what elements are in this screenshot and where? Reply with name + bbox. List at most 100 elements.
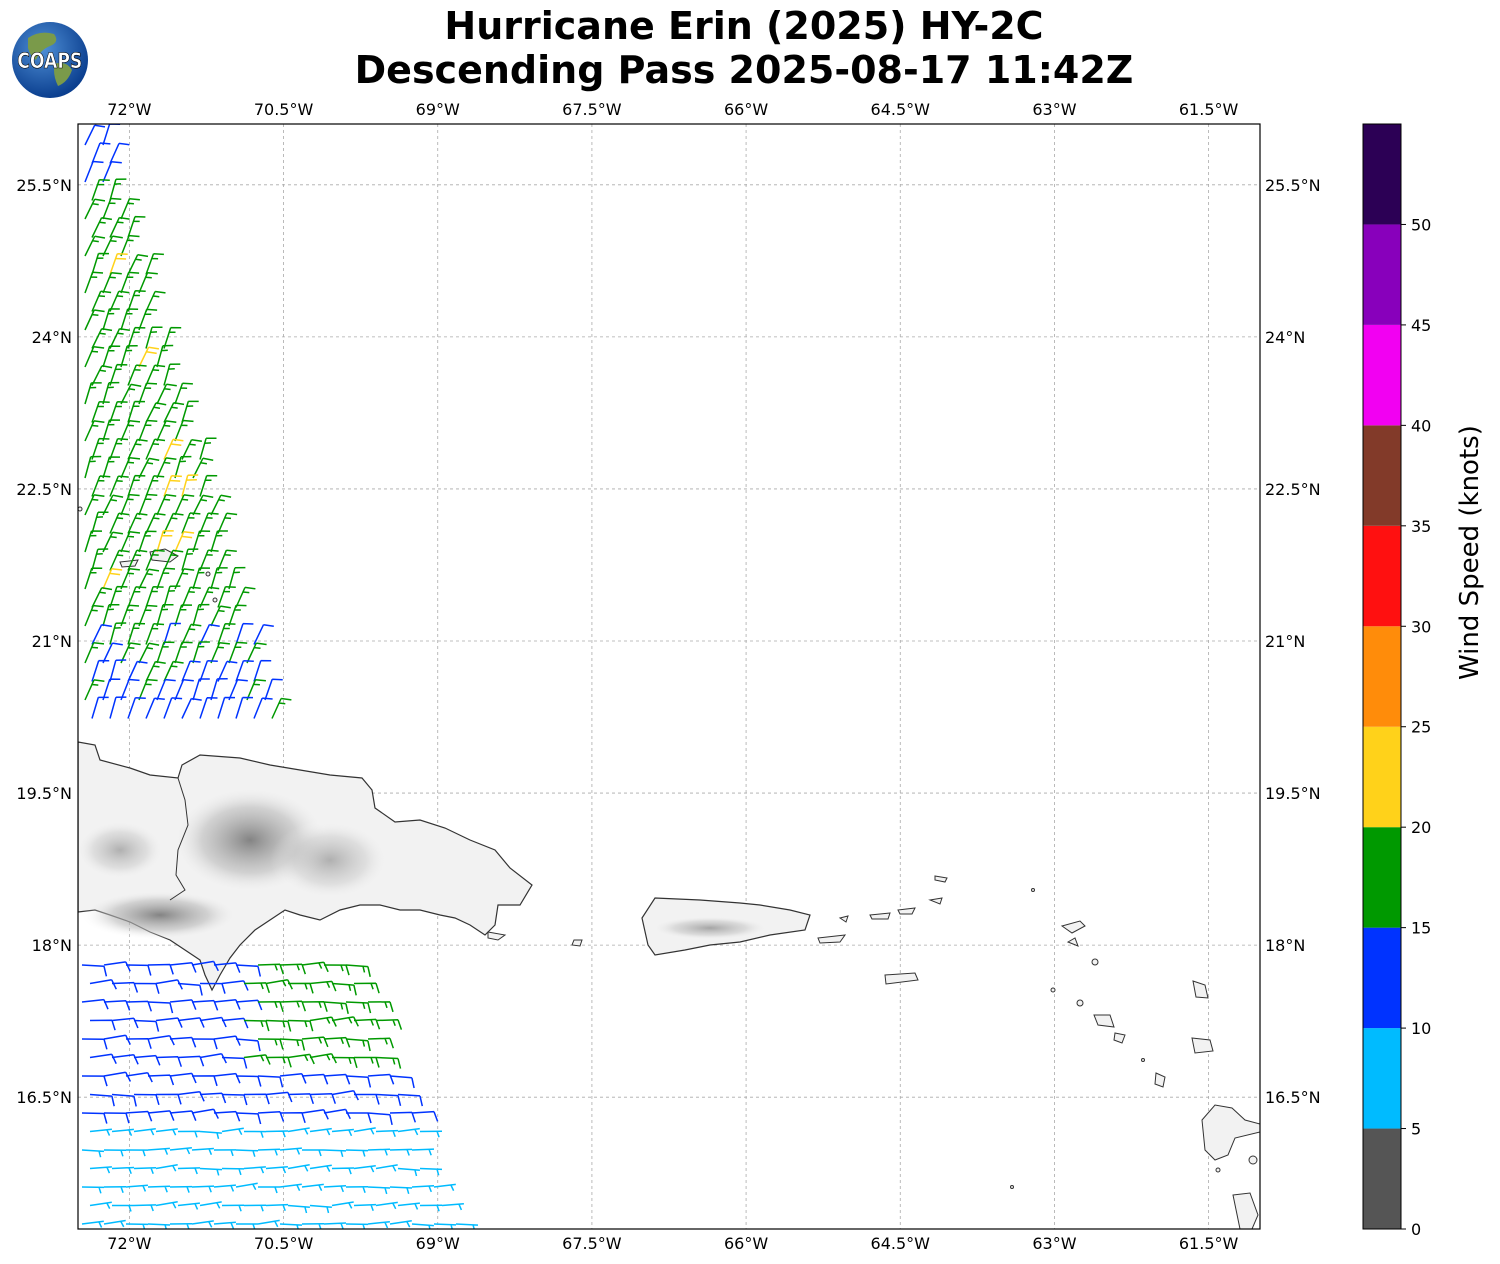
wind-barb — [199, 512, 219, 534]
wind-barb — [228, 566, 246, 590]
wind-barb — [257, 1001, 284, 1013]
wind-barb — [243, 982, 271, 994]
wind-barb — [235, 1038, 261, 1052]
wind-barb — [103, 1185, 127, 1194]
wind-barb — [127, 253, 149, 275]
wind-barb — [174, 678, 194, 701]
wind-barb — [221, 980, 249, 991]
wind-barb — [111, 1053, 139, 1065]
wind-barb — [84, 494, 105, 516]
wind-barb — [309, 1016, 337, 1027]
wind-barb — [217, 696, 236, 719]
wind-barb — [397, 1167, 420, 1177]
wind-barb — [120, 308, 139, 331]
wind-barb — [199, 1167, 223, 1176]
lon-tick-label-top: 66°W — [724, 100, 768, 119]
wind-barb — [145, 549, 165, 571]
colorbar-tick-label: 40 — [1411, 416, 1431, 435]
wind-barb — [433, 1183, 456, 1192]
wind-barb — [91, 475, 111, 497]
wind-barb — [91, 327, 113, 349]
wind-barb — [258, 1186, 280, 1194]
wind-barb — [109, 290, 130, 312]
wind-barb — [309, 1204, 332, 1214]
wind-barb — [127, 697, 146, 719]
wind-barb — [147, 1110, 175, 1121]
wind-barb — [367, 1220, 390, 1229]
wind-barb — [221, 1167, 245, 1176]
wind-barb — [91, 623, 113, 645]
wind-barb — [235, 1075, 262, 1087]
wind-barb — [228, 604, 247, 627]
hispaniola — [78, 741, 583, 992]
wind-barb — [138, 493, 158, 516]
wind-barb — [155, 1128, 178, 1136]
wind-barb — [221, 1056, 248, 1069]
wind-barb — [174, 531, 195, 553]
wind-barb — [102, 678, 121, 701]
wind-barb — [191, 1220, 214, 1228]
wind-barb — [346, 1112, 372, 1124]
wind-barb — [81, 1112, 108, 1124]
axis-tick-labels: 72°W 72°W 70.5°W 70.5°W 69°W 69°W 67.5°W 67.5°W… — [16, 100, 1320, 1253]
wind-barb — [235, 1112, 262, 1125]
colorbar-bin — [1363, 1128, 1401, 1229]
lon-tick-label-bottom: 66°W — [724, 1234, 768, 1253]
wind-barb — [181, 400, 199, 423]
wind-barb — [155, 1164, 178, 1172]
wind-barb — [145, 290, 166, 312]
wind-barb — [145, 326, 163, 349]
wind-barb — [84, 235, 106, 257]
wind-barb — [89, 1093, 115, 1107]
wind-barb — [411, 1148, 435, 1156]
wind-barb — [210, 605, 231, 627]
lat-tick-label-right: 25.5°N — [1265, 176, 1321, 195]
wind-barb — [302, 1149, 324, 1157]
wind-barb — [109, 142, 130, 164]
wind-barb — [279, 1183, 302, 1192]
wind-barb — [120, 493, 140, 516]
wind-barb — [265, 1166, 288, 1174]
wind-barb — [221, 1093, 248, 1106]
wind-barb — [217, 512, 238, 534]
wind-barb — [155, 1201, 178, 1209]
wind-barb — [127, 289, 146, 312]
wind-barb — [138, 308, 158, 331]
wind-barb — [156, 344, 174, 368]
wind-barb — [213, 1072, 241, 1084]
lat-tick-label-left: 19.5°N — [16, 784, 72, 803]
wind-barb — [174, 455, 192, 479]
colorbar-frame — [1362, 123, 1402, 1230]
colorbar-tick-label: 50 — [1411, 215, 1431, 234]
wind-barb — [133, 1019, 160, 1032]
wind-barb — [345, 1149, 369, 1157]
wind-barb — [367, 1037, 395, 1049]
wind-barb — [120, 234, 140, 257]
wind-barb — [243, 1093, 270, 1105]
wind-barb — [419, 1167, 443, 1176]
wind-barb — [111, 1166, 135, 1174]
wind-barb — [91, 216, 113, 238]
wind-barb — [354, 1056, 380, 1068]
wind-barb — [243, 1019, 270, 1032]
colorbar-tick-label: 45 — [1411, 316, 1431, 335]
wind-barb — [331, 1167, 355, 1175]
lon-tick-label-bottom: 64.5°W — [871, 1234, 931, 1253]
wind-barb — [246, 642, 267, 664]
wind-barb — [163, 438, 184, 460]
wind-barb — [145, 512, 166, 534]
wind-barb — [84, 530, 103, 553]
wind-barb — [199, 1130, 222, 1139]
wind-barb — [109, 438, 129, 460]
wind-barb — [345, 1038, 371, 1052]
wind-barb — [163, 622, 181, 645]
wind-barb — [91, 179, 110, 201]
wind-barb — [257, 1148, 281, 1156]
wind-barb — [181, 548, 199, 571]
wind-barb — [213, 1221, 236, 1229]
wind-barb — [84, 679, 105, 701]
globe-icon — [12, 22, 88, 98]
lon-tick-label-top: 61.5°W — [1179, 100, 1239, 119]
lon-tick-label-bottom: 72°W — [107, 1234, 151, 1253]
colorbar-bin — [1363, 324, 1401, 426]
